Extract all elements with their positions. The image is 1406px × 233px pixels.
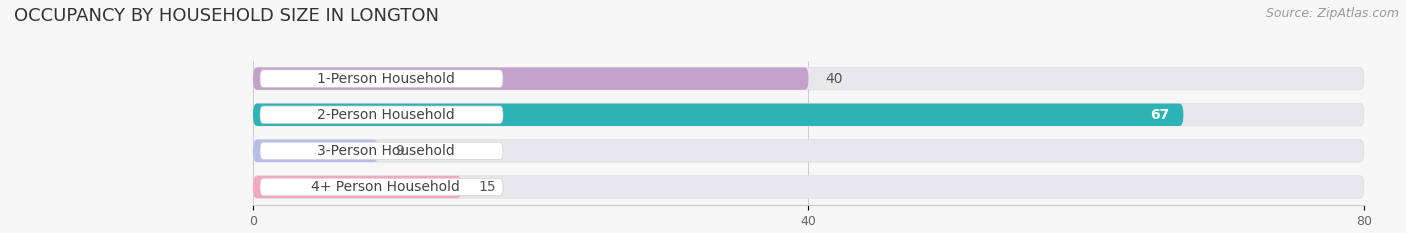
Text: 15: 15 (478, 180, 496, 194)
Text: 40: 40 (825, 72, 842, 86)
FancyBboxPatch shape (253, 103, 1364, 126)
Text: 67: 67 (1150, 108, 1170, 122)
Text: 4+ Person Household: 4+ Person Household (311, 180, 460, 194)
Text: OCCUPANCY BY HOUSEHOLD SIZE IN LONGTON: OCCUPANCY BY HOUSEHOLD SIZE IN LONGTON (14, 7, 439, 25)
Text: 3-Person Household: 3-Person Household (316, 144, 454, 158)
FancyBboxPatch shape (260, 106, 503, 123)
Text: 2-Person Household: 2-Person Household (316, 108, 454, 122)
FancyBboxPatch shape (253, 103, 1184, 126)
FancyBboxPatch shape (260, 70, 503, 87)
FancyBboxPatch shape (253, 176, 461, 198)
FancyBboxPatch shape (260, 142, 503, 160)
FancyBboxPatch shape (260, 178, 503, 196)
FancyBboxPatch shape (253, 67, 1364, 90)
FancyBboxPatch shape (253, 176, 1364, 198)
Text: Source: ZipAtlas.com: Source: ZipAtlas.com (1265, 7, 1399, 20)
Text: 9: 9 (395, 144, 404, 158)
FancyBboxPatch shape (253, 140, 378, 162)
FancyBboxPatch shape (253, 140, 1364, 162)
Text: 1-Person Household: 1-Person Household (316, 72, 454, 86)
FancyBboxPatch shape (253, 67, 808, 90)
